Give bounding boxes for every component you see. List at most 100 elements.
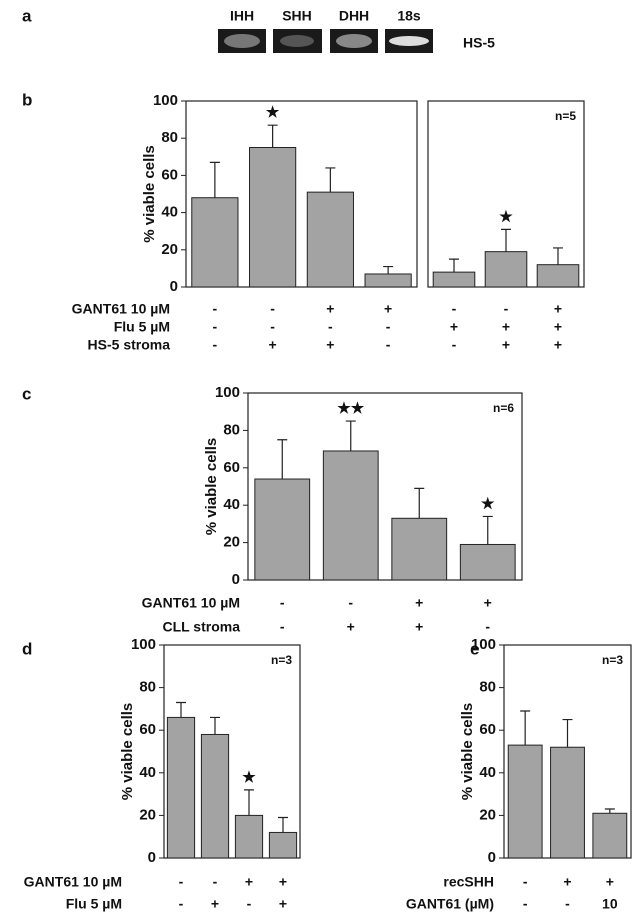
panel-letter: a <box>22 6 32 25</box>
condition-label: GANT61 10 µM <box>24 874 122 890</box>
error-bar <box>278 818 288 833</box>
condition-mark: - <box>565 896 570 912</box>
condition-mark: + <box>484 595 492 611</box>
condition-mark: + <box>245 874 253 890</box>
error-bar <box>325 168 335 192</box>
bar <box>365 274 411 287</box>
lane-label: SHH <box>282 8 312 24</box>
condition-mark: + <box>326 337 334 353</box>
condition-mark: + <box>269 337 277 353</box>
y-tick-label: 20 <box>161 241 178 258</box>
error-bar <box>346 421 356 451</box>
y-tick-label: 40 <box>479 764 496 781</box>
significance-star: ★★ <box>337 400 364 417</box>
y-tick-label: 100 <box>153 92 178 109</box>
bar <box>551 747 585 858</box>
condition-mark: - <box>270 319 275 335</box>
gel <box>218 29 433 53</box>
condition-label: GANT61 10 µM <box>142 595 240 611</box>
bar <box>307 192 353 287</box>
condition-mark: - <box>504 301 509 317</box>
bar <box>255 479 310 580</box>
condition-mark: + <box>279 896 287 912</box>
condition-mark: - <box>213 874 218 890</box>
bar <box>508 745 542 858</box>
error-bar <box>210 162 220 197</box>
bar <box>485 252 527 287</box>
panel-letter: d <box>22 639 32 658</box>
y-axis-label: % viable cells <box>459 703 476 801</box>
y-tick-label: 100 <box>215 384 240 401</box>
bar <box>593 813 627 858</box>
condition-mark: - <box>247 896 252 912</box>
condition-mark: - <box>213 337 218 353</box>
y-tick-label: 60 <box>161 166 178 183</box>
significance-star: ★ <box>242 769 256 786</box>
condition-mark: - <box>523 896 528 912</box>
bar <box>392 518 447 580</box>
condition-label: CLL stroma <box>162 619 240 635</box>
significance-star: ★ <box>499 208 513 225</box>
error-bar <box>449 259 459 272</box>
condition-mark: + <box>502 337 510 353</box>
error-bar <box>605 809 615 813</box>
y-tick-label: 20 <box>223 534 240 551</box>
condition-mark: - <box>523 874 528 890</box>
error-bar <box>210 717 220 734</box>
bar <box>433 272 475 287</box>
significance-star: ★ <box>481 495 495 512</box>
error-bar <box>563 720 573 748</box>
panel-letter: c <box>22 384 31 403</box>
y-axis-label: % viable cells <box>141 145 158 243</box>
error-bar <box>414 488 424 518</box>
condition-mark: + <box>415 595 423 611</box>
n-label: n=3 <box>602 653 623 667</box>
y-axis-label: % viable cells <box>203 438 220 536</box>
y-tick-label: 40 <box>223 496 240 513</box>
condition-mark: + <box>554 319 562 335</box>
condition-label: GANT61 (µM) <box>406 896 494 912</box>
bar <box>192 198 238 287</box>
error-bar <box>268 125 278 147</box>
y-tick-label: 100 <box>471 636 496 653</box>
error-bar <box>277 440 287 479</box>
condition-mark: + <box>326 301 334 317</box>
bar <box>460 544 515 580</box>
condition-mark: + <box>211 896 219 912</box>
n-label: n=3 <box>271 653 292 667</box>
condition-mark: - <box>280 619 285 635</box>
condition-mark: 10 <box>602 896 618 912</box>
error-bar <box>383 267 393 274</box>
figure: a IHH SHH DHH 18s HS-5 b% viable cells02… <box>0 0 641 918</box>
condition-mark: - <box>270 301 275 317</box>
y-tick-label: 0 <box>232 571 240 588</box>
significance-star: ★ <box>266 104 280 121</box>
condition-mark: - <box>179 874 184 890</box>
condition-mark: - <box>280 595 285 611</box>
y-tick-label: 100 <box>131 636 156 653</box>
cell-line-label: HS-5 <box>463 35 495 51</box>
bar <box>250 148 296 288</box>
error-bar <box>483 516 493 544</box>
y-tick-label: 20 <box>479 806 496 823</box>
y-tick-label: 0 <box>170 278 178 295</box>
y-tick-label: 60 <box>479 721 496 738</box>
condition-label: Flu 5 µM <box>114 319 170 335</box>
n-label: n=6 <box>493 401 514 415</box>
lane-label: IHH <box>230 8 254 24</box>
bar <box>167 717 194 858</box>
error-bar <box>176 703 186 718</box>
condition-mark: + <box>450 319 458 335</box>
y-tick-label: 0 <box>488 849 496 866</box>
bar <box>269 832 296 858</box>
y-tick-label: 60 <box>139 721 156 738</box>
y-tick-label: 80 <box>161 129 178 146</box>
condition-mark: - <box>386 337 391 353</box>
condition-mark: + <box>384 301 392 317</box>
condition-mark: - <box>452 337 457 353</box>
condition-mark: - <box>386 319 391 335</box>
bar <box>537 265 579 287</box>
condition-mark: - <box>213 319 218 335</box>
y-tick-label: 20 <box>139 806 156 823</box>
y-tick-label: 80 <box>223 421 240 438</box>
